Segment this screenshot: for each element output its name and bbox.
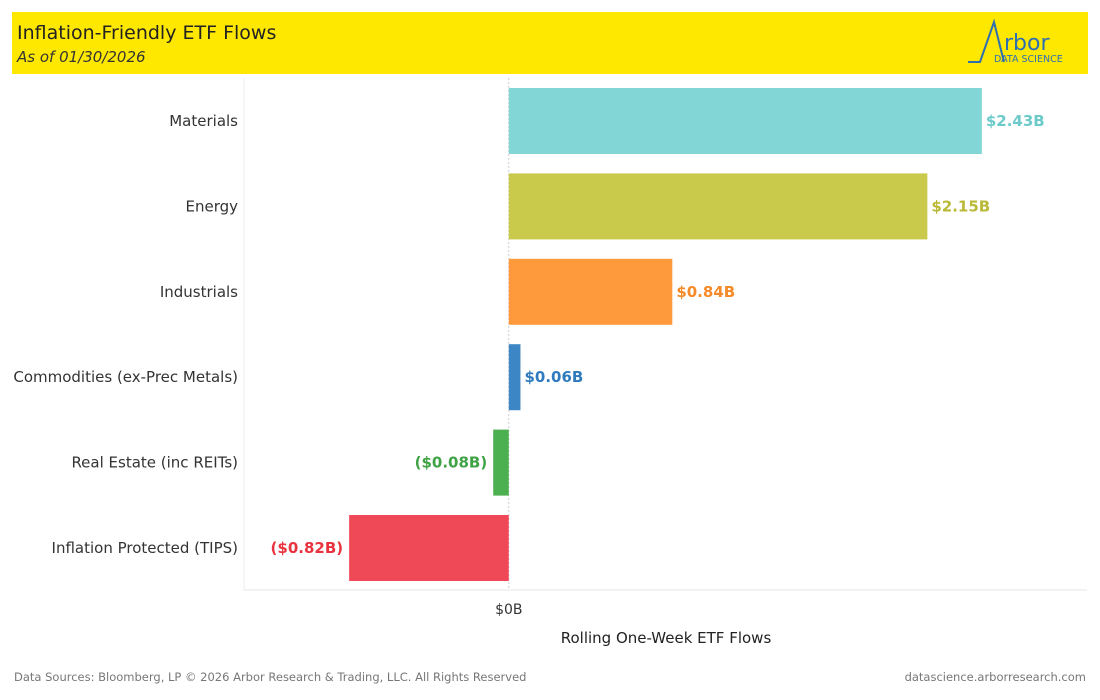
category-label: Real Estate (inc REITs) [71,454,238,472]
data-label: ($0.08B) [415,454,488,472]
bar [508,258,673,325]
page-subtitle: As of 01/30/2026 [17,48,146,66]
x-tick-label: $0B [495,602,522,618]
page-title: Inflation-Friendly ETF Flows [17,22,277,44]
header-banner: Inflation-Friendly ETF Flows As of 01/30… [12,12,1088,74]
category-label: Inflation Protected (TIPS) [52,539,238,557]
bar [508,173,928,240]
category-label: Materials [169,112,238,130]
data-label: $0.84B [676,283,735,301]
arbor-logo: rbor DATA SCIENCE [968,18,1063,65]
svg-text:rbor: rbor [1004,31,1050,56]
category-label: Industrials [160,283,238,301]
svg-text:DATA SCIENCE: DATA SCIENCE [994,54,1063,65]
category-label: Commodities (ex-Prec Metals) [13,368,238,386]
bar [493,429,509,496]
data-label: $0.06B [524,368,583,386]
bar [349,515,509,581]
category-label: Energy [185,197,238,215]
x-axis-title: Rolling One-Week ETF Flows [561,629,772,647]
footer-sources: Data Sources: Bloomberg, LP © 2026 Arbor… [14,670,527,684]
data-label: $2.15B [931,197,990,215]
bar [508,88,982,154]
bar [508,344,521,411]
data-label: $2.43B [986,112,1045,130]
footer-link[interactable]: datascience.arborresearch.com [904,670,1086,684]
data-label: ($0.82B) [271,539,344,557]
